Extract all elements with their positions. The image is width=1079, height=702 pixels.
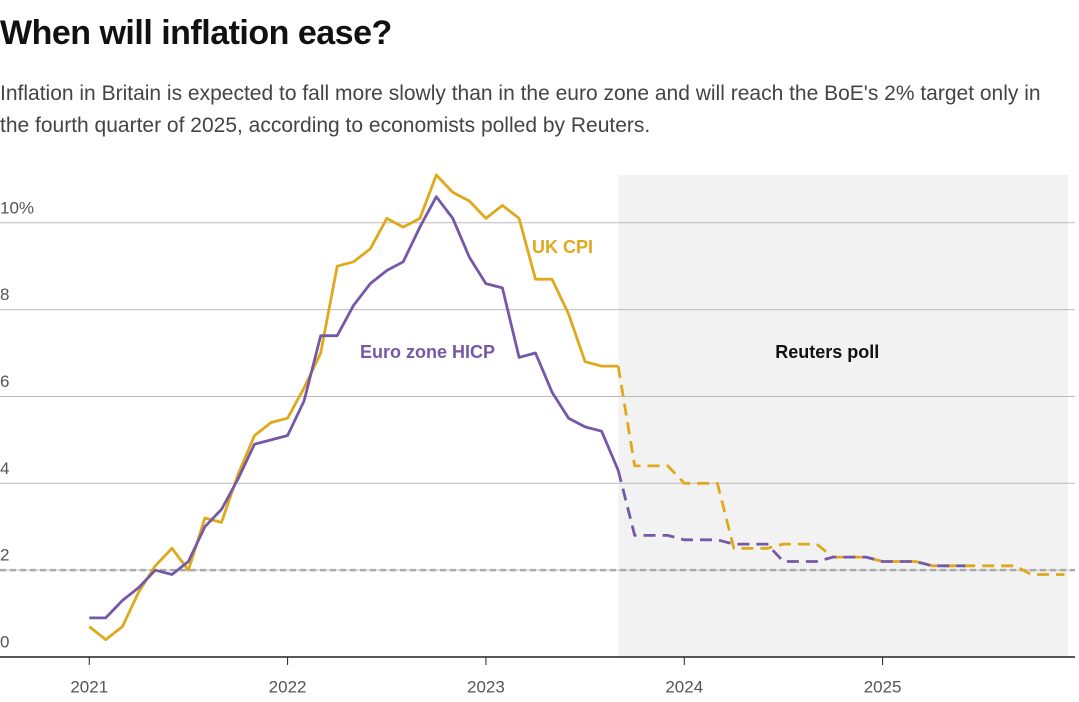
x-tick-label: 2025 xyxy=(864,677,902,696)
y-tick-label: 2 xyxy=(0,546,9,565)
series-label: Euro zone HICP xyxy=(360,342,495,362)
chart-subtitle: Inflation in Britain is expected to fall… xyxy=(0,82,1041,137)
forecast-region xyxy=(618,175,1068,657)
forecast-line xyxy=(616,469,966,568)
forecast-line xyxy=(616,365,1065,576)
y-tick-label: 8 xyxy=(0,285,9,304)
series-label: UK CPI xyxy=(532,237,593,257)
y-tick-label: 0 xyxy=(0,632,9,651)
y-tick-label: 4 xyxy=(0,459,9,478)
y-tick-label: 6 xyxy=(0,372,9,391)
actual-line xyxy=(88,173,619,641)
chart-title: When will inflation ease? xyxy=(0,14,392,52)
x-tick-label: 2024 xyxy=(665,677,703,696)
x-tick-label: 2022 xyxy=(269,677,307,696)
x-tick-label: 2023 xyxy=(467,677,505,696)
y-tick-label: 10% xyxy=(0,198,34,217)
x-tick-label: 2021 xyxy=(70,677,108,696)
forecast-label: Reuters poll xyxy=(775,342,879,362)
actual-line xyxy=(89,195,620,620)
